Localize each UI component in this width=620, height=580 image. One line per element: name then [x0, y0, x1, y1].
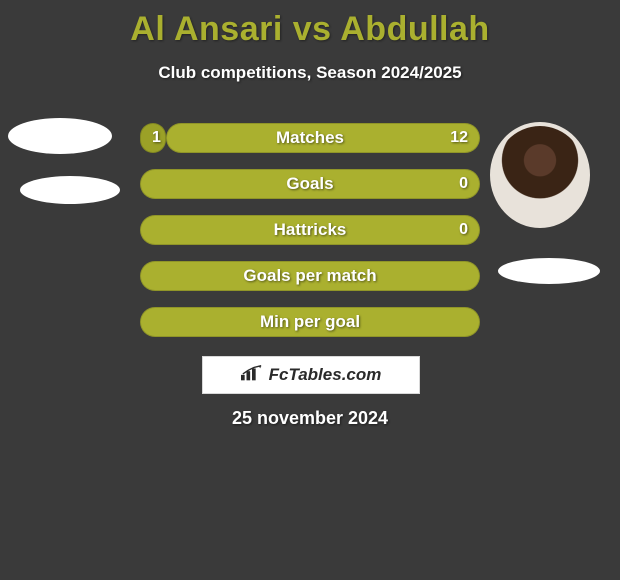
stat-row: Goals0 — [140, 169, 480, 199]
stat-label: Matches — [140, 123, 480, 153]
brand-chart-icon — [241, 365, 263, 386]
stat-value-left: 1 — [152, 123, 161, 153]
player2-shadow — [498, 258, 600, 284]
player2-avatar — [490, 122, 590, 228]
player1-shadow — [20, 176, 120, 204]
page-title: Al Ansari vs Abdullah — [0, 0, 620, 49]
comparison-rows: Matches112Goals0Hattricks0Goals per matc… — [140, 123, 480, 353]
stat-row: Hattricks0 — [140, 215, 480, 245]
stat-row: Goals per match — [140, 261, 480, 291]
stat-value-right: 0 — [459, 215, 468, 245]
stat-value-right: 12 — [450, 123, 468, 153]
stat-row: Min per goal — [140, 307, 480, 337]
page-subtitle: Club competitions, Season 2024/2025 — [0, 63, 620, 83]
player1-avatar — [8, 118, 112, 154]
stat-label: Min per goal — [140, 307, 480, 337]
stat-label: Hattricks — [140, 215, 480, 245]
brand-text: FcTables.com — [269, 365, 382, 385]
stat-label: Goals — [140, 169, 480, 199]
generated-date: 25 november 2024 — [0, 408, 620, 429]
stat-label: Goals per match — [140, 261, 480, 291]
stat-row: Matches1 12 — [140, 123, 480, 153]
brand-badge: FcTables.com — [202, 356, 420, 394]
stat-value-right: 0 — [459, 169, 468, 199]
